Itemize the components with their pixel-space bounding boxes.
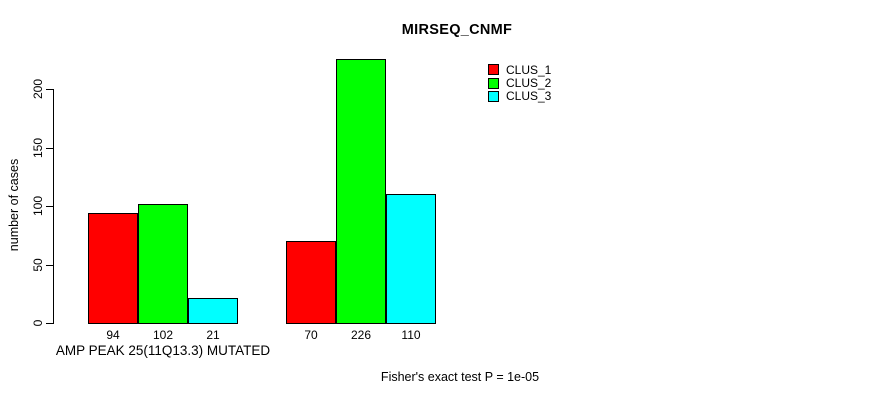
legend-label: CLUS_2: [506, 76, 552, 91]
y-tick-label: 200: [31, 78, 45, 100]
y-axis-label: number of cases: [7, 158, 21, 252]
legend-row: CLUS_3: [488, 89, 552, 104]
y-axis-line: [53, 89, 54, 324]
chart-title: MIRSEQ_CNMF: [401, 22, 513, 38]
legend-swatch-clus_1: [488, 64, 499, 76]
y-tick-label: 0: [31, 319, 45, 327]
y-tick-mark: [46, 206, 53, 207]
bar-clus_2: [336, 59, 386, 324]
bar-value-label: 226: [350, 328, 372, 342]
y-tick-label: 150: [31, 137, 45, 159]
stat-annotation: Fisher's exact test P = 1e-05: [380, 370, 540, 384]
bar-clus_1: [88, 213, 138, 324]
bar-value-label: 110: [401, 328, 421, 342]
bar-clus_3: [386, 194, 436, 324]
legend-swatch-clus_3: [488, 90, 499, 102]
y-tick-mark: [46, 265, 53, 266]
y-tick-label: 100: [31, 195, 45, 217]
y-tick-mark: [46, 323, 53, 324]
bar-clus_2: [138, 204, 188, 324]
y-tick-label: 50: [31, 258, 45, 272]
bar-clus_3: [188, 298, 238, 324]
y-tick-mark: [46, 89, 53, 90]
y-tick-mark: [46, 148, 53, 149]
legend-label: CLUS_3: [506, 89, 552, 104]
bar-clus_1: [286, 241, 336, 324]
legend-swatch-clus_2: [488, 77, 499, 89]
bar-value-label: 94: [106, 328, 120, 342]
bar-value-label: 70: [304, 328, 318, 342]
x-group-label: AMP PEAK 25(11Q13.3) MUTATED: [55, 343, 271, 358]
legend-row: CLUS_1: [488, 62, 552, 77]
legend-row: CLUS_2: [488, 76, 552, 91]
legend-label: CLUS_1: [506, 62, 552, 77]
bar-value-label: 102: [152, 328, 174, 342]
bar-value-label: 21: [206, 328, 220, 342]
legend: CLUS_1 CLUS_2 CLUS_3: [488, 63, 551, 103]
